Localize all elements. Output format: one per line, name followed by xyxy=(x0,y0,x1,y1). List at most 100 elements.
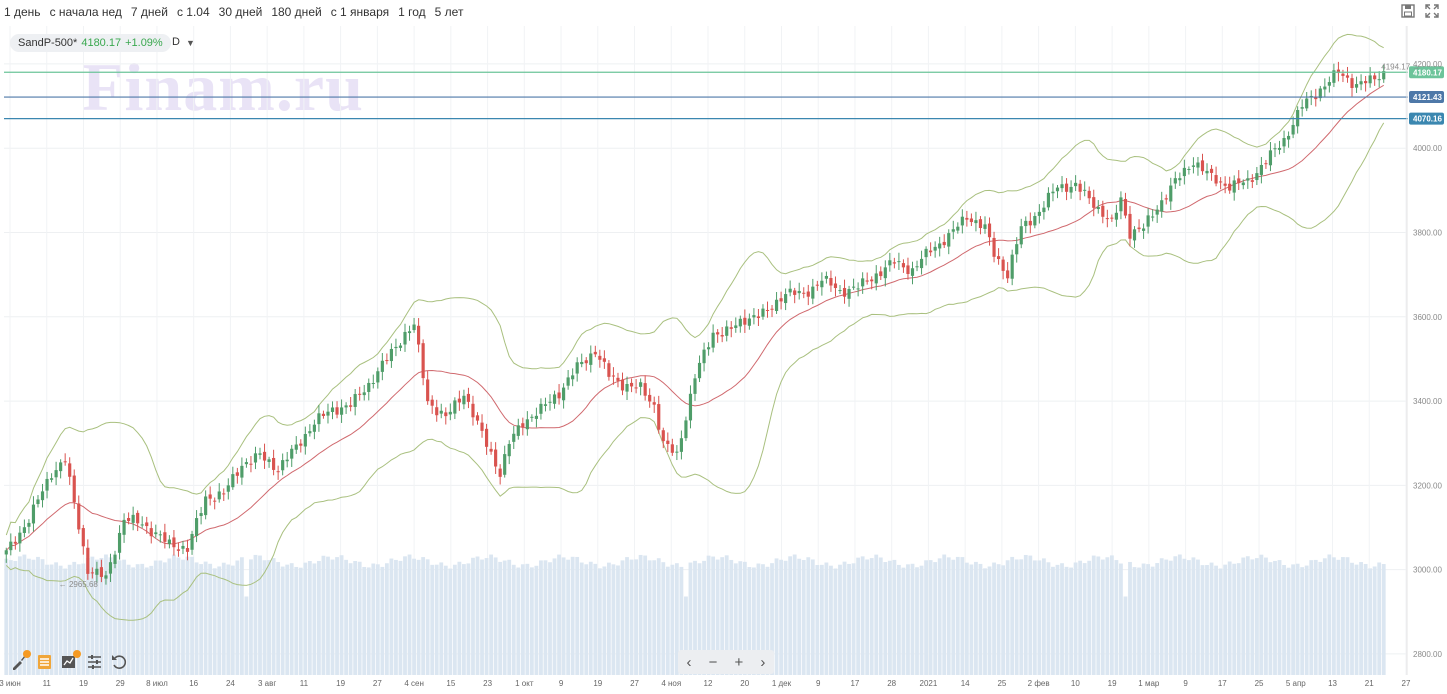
candle-body xyxy=(1042,207,1046,213)
volume-bar xyxy=(896,564,901,675)
candle-body xyxy=(874,273,878,284)
volume-bar xyxy=(330,559,335,675)
candle-body xyxy=(584,360,588,364)
candle-body xyxy=(901,263,906,268)
period-toolbar: 1 день с начала нед 7 дней с 1.04 30 дне… xyxy=(0,0,1447,24)
volume-bar xyxy=(878,557,883,675)
volume-bar xyxy=(394,559,398,675)
interval-caret-icon[interactable]: ▼ xyxy=(186,38,195,48)
list-tool-button[interactable] xyxy=(35,652,54,671)
candle-body xyxy=(1087,190,1091,199)
volume-bar xyxy=(172,554,176,675)
volume-bar xyxy=(792,554,797,675)
list-icon xyxy=(38,655,51,669)
candle-body xyxy=(262,451,267,461)
volume-bar xyxy=(661,562,666,675)
candle-body xyxy=(625,384,629,392)
volume-bar xyxy=(321,555,326,675)
volume-bar xyxy=(1091,555,1096,675)
x-tick-label: 19 xyxy=(1108,679,1117,688)
period-from-date[interactable]: с 1.04 xyxy=(176,5,210,19)
scroll-right-button[interactable]: › xyxy=(760,653,766,671)
sliders-icon xyxy=(88,655,101,669)
volume-bar xyxy=(1182,558,1187,675)
drawing-tools xyxy=(10,650,129,671)
volume-bar xyxy=(235,560,240,675)
candle-body xyxy=(865,280,869,282)
candle-body xyxy=(59,462,63,472)
x-tick-label: 12 xyxy=(704,679,713,688)
period-1d[interactable]: 1 день xyxy=(4,5,41,19)
brush-tool-button[interactable] xyxy=(10,650,31,671)
volume-bar xyxy=(915,567,919,675)
period-180d[interactable]: 180 дней xyxy=(271,5,322,19)
volume-bar xyxy=(597,568,602,675)
volume-bar xyxy=(63,568,68,675)
volume-bar xyxy=(584,564,589,675)
interval-select[interactable]: D xyxy=(172,36,180,48)
candle-body xyxy=(1191,165,1196,167)
volume-bar xyxy=(539,560,543,675)
volume-bar xyxy=(58,565,63,675)
candle-body xyxy=(1114,212,1118,220)
settings-tool-button[interactable] xyxy=(85,652,104,671)
bollinger-lower-line xyxy=(5,122,1385,621)
volume-bar xyxy=(557,554,561,675)
period-ytd[interactable]: с 1 января xyxy=(330,5,390,19)
volume-bar xyxy=(733,563,738,675)
volume-bar xyxy=(1245,556,1250,675)
volume-bar xyxy=(36,556,40,675)
zoom-out-button[interactable]: − xyxy=(708,653,718,671)
candle-body xyxy=(72,475,76,503)
candle-body xyxy=(915,266,919,268)
x-tick-label: 10 xyxy=(1071,679,1080,688)
candle-body xyxy=(702,349,706,364)
candle-body xyxy=(779,298,783,302)
zoom-in-button[interactable]: + xyxy=(734,653,744,671)
candle-body xyxy=(983,224,987,229)
candle-body xyxy=(1119,197,1123,212)
price-annotation: 4194.17 → xyxy=(1381,62,1420,71)
period-30d[interactable]: 30 дней xyxy=(218,5,263,19)
volume-bar xyxy=(1341,557,1345,675)
y-tick-label: 3800.00 xyxy=(1413,229,1442,238)
volume-bar xyxy=(1037,560,1042,675)
volume-bar xyxy=(761,564,765,675)
volume-bar xyxy=(208,563,213,675)
volume-bar xyxy=(335,557,339,675)
candle-body xyxy=(471,403,475,418)
candle-body xyxy=(439,410,443,414)
volume-bar xyxy=(770,563,774,675)
instrument-legend[interactable]: SandP-500* 4180.17 +1.09% xyxy=(10,34,171,52)
candle-body xyxy=(426,379,430,402)
volume-bar xyxy=(181,559,185,675)
volume-bar xyxy=(516,567,521,675)
reset-tool-button[interactable] xyxy=(110,652,129,671)
volume-bar xyxy=(1060,563,1064,675)
volume-bar xyxy=(40,559,45,675)
period-1y[interactable]: 1 год xyxy=(398,5,426,19)
volume-bar xyxy=(1055,564,1060,675)
period-7d[interactable]: 7 дней xyxy=(130,5,168,19)
volume-bar xyxy=(1304,565,1309,675)
candle-body xyxy=(1373,75,1377,80)
volume-bar xyxy=(384,563,389,675)
period-5y[interactable]: 5 лет xyxy=(434,5,464,19)
volume-bar xyxy=(439,562,444,675)
candle-body xyxy=(738,318,742,327)
scroll-left-button[interactable]: ‹ xyxy=(686,653,692,671)
candle-body xyxy=(1132,229,1137,241)
volume-bar xyxy=(1023,554,1028,675)
candle-body xyxy=(969,218,973,223)
indicator-tool-button[interactable] xyxy=(60,650,81,671)
y-tick-label: 3400.00 xyxy=(1413,397,1442,406)
x-tick-label: 17 xyxy=(850,679,859,688)
volume-bar xyxy=(212,568,217,675)
volume-bar xyxy=(493,557,498,675)
x-tick-label: 3 авг xyxy=(258,679,276,688)
period-week-start[interactable]: с начала нед xyxy=(49,5,122,19)
fullscreen-icon[interactable] xyxy=(1425,4,1439,18)
save-icon[interactable] xyxy=(1401,4,1415,18)
x-tick-label: 27 xyxy=(630,679,639,688)
